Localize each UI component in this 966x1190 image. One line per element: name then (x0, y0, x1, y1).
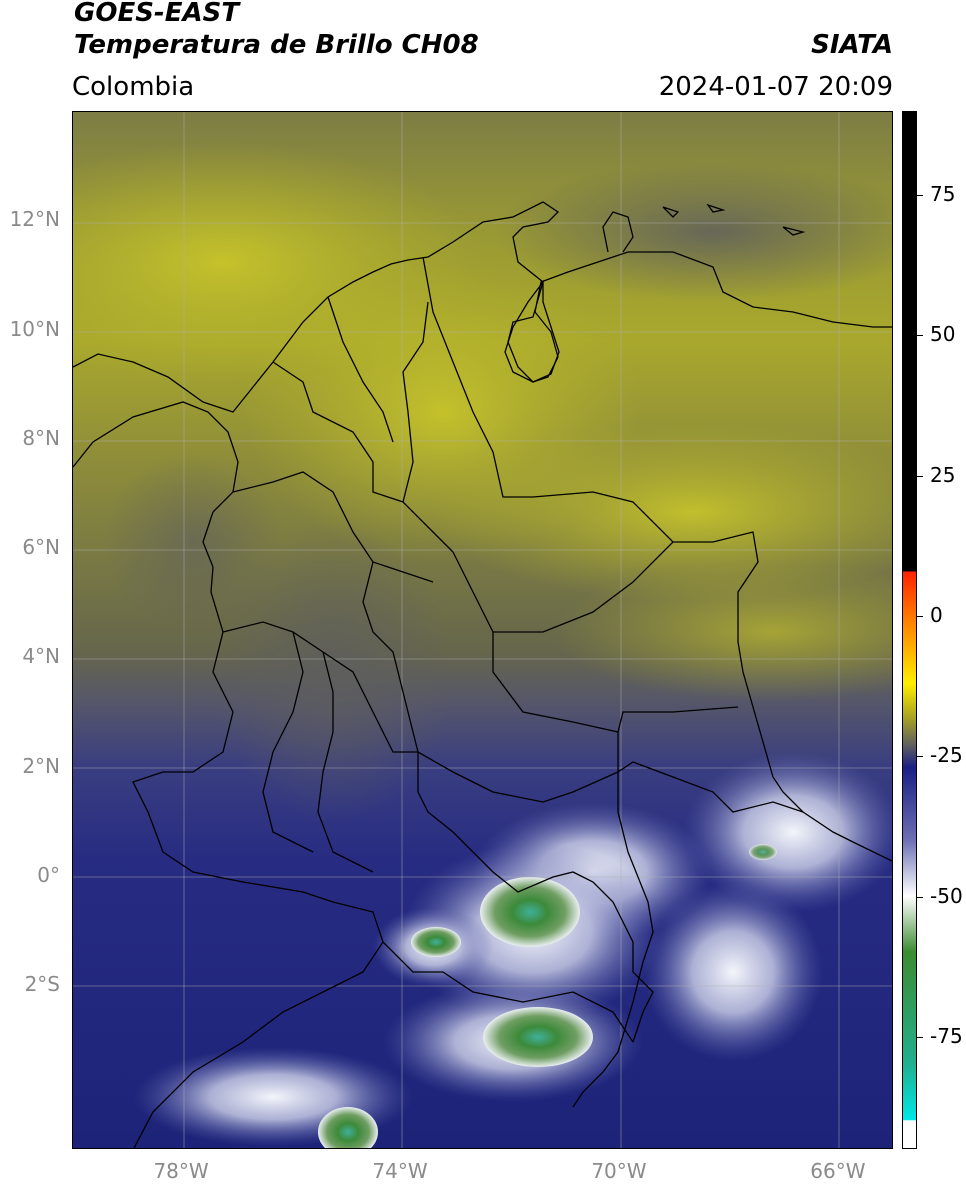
colorbar-tick-label: -25 (930, 743, 963, 768)
lake-maracaibo (504, 280, 560, 383)
warm-area-se (553, 562, 892, 702)
dept-border-6 (492, 632, 619, 733)
cold-core-caqueta (480, 877, 580, 947)
border-venezuela (422, 256, 804, 813)
dept-border-5 (452, 541, 674, 633)
cool-patch-north (493, 162, 892, 302)
org-label: SIATA (811, 30, 893, 60)
dept-border-10 (417, 751, 619, 803)
border-brazil-venezuela (802, 811, 892, 862)
islands (662, 203, 806, 236)
latitude-label: 8°N (22, 425, 60, 450)
satellite-map (72, 111, 893, 1149)
colorbar-tick-label: -50 (930, 883, 963, 908)
colorbar-tick-label: 50 (930, 322, 956, 347)
colorbar-tick-label: -75 (930, 1023, 963, 1048)
border-ecuador (133, 941, 384, 1148)
colorbar-tick-mark (917, 195, 923, 197)
latitude-label: 0° (37, 862, 60, 887)
latitude-label: 10°N (9, 316, 60, 341)
dept-border-1 (272, 361, 454, 553)
region-label: Colombia (72, 72, 195, 102)
coastline-caribbean (73, 201, 892, 413)
cold-core-putumayo (411, 927, 461, 957)
longitude-label: 70°W (591, 1159, 647, 1183)
cold-core-east (749, 844, 777, 860)
coastline-pacific (132, 511, 384, 943)
cold-core-amazonas (483, 1007, 593, 1067)
dept-border-9 (317, 651, 374, 873)
dept-border-2 (327, 296, 394, 443)
latitude-label: 2°N (22, 753, 60, 778)
coastline-panama (73, 401, 239, 513)
product-title: Temperatura de Brillo CH08 (74, 30, 479, 60)
latitude-label: 6°N (22, 535, 60, 560)
border-south (572, 761, 804, 1108)
cool-patch-andes (213, 522, 453, 822)
paraguana (602, 211, 634, 253)
datetime-label: 2024-01-07 20:09 (658, 72, 893, 102)
colorbar-tick-mark (917, 335, 923, 337)
cool-patch-west (103, 452, 283, 632)
dept-border-8 (262, 631, 314, 853)
dept-border-7 (362, 561, 414, 733)
border-peru (382, 941, 634, 1043)
longitude-label: 74°W (372, 1159, 428, 1183)
map-canvas (73, 112, 892, 1148)
cold-core-south (318, 1107, 378, 1148)
colorbar-tick-mark (917, 475, 923, 477)
latitude-label: 2°S (24, 972, 60, 997)
latitude-label: 12°N (9, 207, 60, 232)
dept-border-4 (222, 621, 418, 753)
graticule (73, 112, 892, 1148)
longitude-label: 78°W (153, 1159, 209, 1183)
dept-border-11 (402, 301, 429, 503)
cloud-east (683, 752, 892, 912)
latitude-label: 4°N (22, 644, 60, 669)
border-brazil (412, 731, 654, 1043)
colorbar-tick-mark (917, 756, 923, 758)
colorbar-tick-mark (917, 1036, 923, 1038)
colorbar-tick-mark (917, 896, 923, 898)
dept-border-3 (232, 471, 434, 583)
colorbar-tick-mark (917, 615, 923, 617)
colorbar-tick-label: 0 (930, 602, 943, 627)
boundaries (73, 201, 892, 1148)
colorbar (902, 111, 917, 1149)
border-venezuela-south (617, 706, 739, 772)
longitude-label: 66°W (810, 1159, 866, 1183)
satellite-title: GOES-EAST (74, 0, 240, 28)
colorbar-tick-label: 75 (930, 182, 956, 207)
warm-area-east (433, 422, 892, 602)
cloud-southeast (643, 882, 823, 1062)
colorbar-tick-label: 25 (930, 462, 956, 487)
